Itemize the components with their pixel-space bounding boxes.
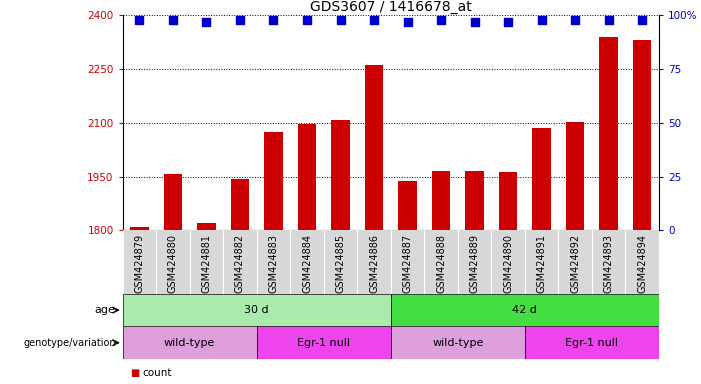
Text: count: count bbox=[142, 368, 172, 378]
Bar bbox=[432, 170, 450, 230]
Point bbox=[268, 17, 279, 23]
Bar bbox=[465, 170, 484, 230]
Bar bbox=[391, 294, 659, 326]
Point bbox=[168, 17, 179, 23]
Point bbox=[201, 19, 212, 25]
Text: wild-type: wild-type bbox=[164, 338, 215, 348]
Text: Egr-1 null: Egr-1 null bbox=[297, 338, 350, 348]
Bar bbox=[130, 227, 149, 230]
Text: genotype/variation: genotype/variation bbox=[23, 338, 116, 348]
Point bbox=[402, 19, 413, 25]
Bar bbox=[257, 326, 391, 359]
Title: GDS3607 / 1416678_at: GDS3607 / 1416678_at bbox=[310, 0, 472, 14]
Text: GSM424887: GSM424887 bbox=[402, 233, 413, 293]
Point bbox=[603, 17, 614, 23]
Point bbox=[469, 19, 480, 25]
Point bbox=[569, 17, 580, 23]
Text: ■: ■ bbox=[130, 368, 139, 378]
Bar bbox=[332, 120, 350, 230]
Text: 42 d: 42 d bbox=[512, 305, 537, 315]
Text: GSM424882: GSM424882 bbox=[235, 233, 245, 293]
Text: Egr-1 null: Egr-1 null bbox=[566, 338, 618, 348]
Text: 30 d: 30 d bbox=[245, 305, 269, 315]
Bar bbox=[164, 174, 182, 230]
Point bbox=[234, 17, 245, 23]
Point bbox=[435, 17, 447, 23]
Bar bbox=[499, 172, 517, 230]
Point bbox=[637, 17, 648, 23]
Bar bbox=[566, 122, 585, 230]
Text: GSM424879: GSM424879 bbox=[135, 233, 144, 293]
Bar bbox=[123, 294, 391, 326]
Point bbox=[134, 17, 145, 23]
Text: GSM424891: GSM424891 bbox=[537, 233, 547, 293]
Bar bbox=[525, 326, 659, 359]
Point bbox=[369, 17, 380, 23]
Text: GSM424886: GSM424886 bbox=[369, 233, 379, 293]
Text: age: age bbox=[95, 305, 116, 315]
Text: GSM424892: GSM424892 bbox=[570, 233, 580, 293]
Text: GSM424894: GSM424894 bbox=[637, 233, 647, 293]
Bar bbox=[123, 326, 257, 359]
Text: GSM424883: GSM424883 bbox=[268, 233, 278, 293]
Text: GSM424889: GSM424889 bbox=[470, 233, 479, 293]
Point bbox=[335, 17, 346, 23]
Bar bbox=[298, 124, 316, 230]
Bar bbox=[197, 223, 216, 230]
Text: GSM424880: GSM424880 bbox=[168, 233, 178, 293]
Bar bbox=[533, 128, 551, 230]
Bar bbox=[398, 181, 417, 230]
Point bbox=[503, 19, 514, 25]
Bar bbox=[365, 65, 383, 230]
Text: wild-type: wild-type bbox=[432, 338, 484, 348]
Bar bbox=[599, 37, 618, 230]
Bar bbox=[231, 179, 249, 230]
Text: GSM424888: GSM424888 bbox=[436, 233, 446, 293]
Text: GSM424884: GSM424884 bbox=[302, 233, 312, 293]
Bar bbox=[391, 326, 525, 359]
Point bbox=[536, 17, 547, 23]
Bar bbox=[264, 132, 283, 230]
Text: GSM424881: GSM424881 bbox=[201, 233, 212, 293]
Point bbox=[301, 17, 313, 23]
Text: GSM424885: GSM424885 bbox=[336, 233, 346, 293]
Text: GSM424893: GSM424893 bbox=[604, 233, 613, 293]
Bar bbox=[633, 40, 651, 230]
Text: GSM424890: GSM424890 bbox=[503, 233, 513, 293]
